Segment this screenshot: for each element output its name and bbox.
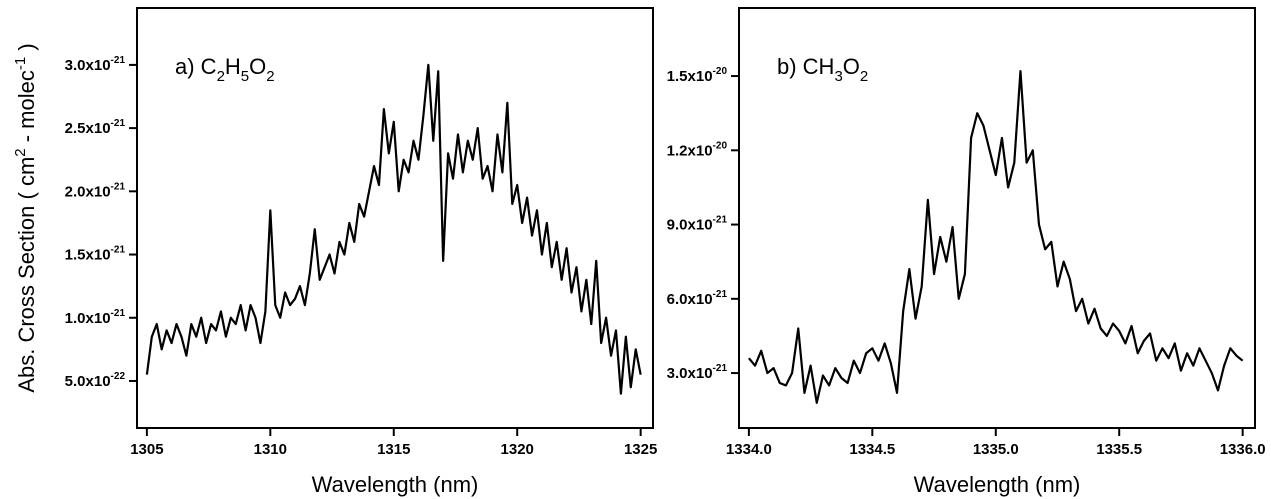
y-tick-label: 2.5x10-21 [65,118,126,137]
y-tick-mantissa: 1.5x10 [667,68,713,85]
x-tick-label: 1334.0 [726,441,772,458]
y-tick-mantissa: 1.2x10 [667,142,713,159]
y-tick-exponent: -20 [713,66,728,77]
y-tick-mantissa: 3.0x10 [667,365,713,382]
panel-label: a) C2H5O2 [175,54,275,85]
y-tick-mantissa: 2.5x10 [65,120,111,137]
y-tick-label: 6.0x10-21 [667,289,728,308]
y-tick-mantissa: 2.0x10 [65,183,111,200]
y-axis-label-part: 2 [12,148,29,156]
y-tick-label: 5.0x10-22 [65,371,126,390]
data-line [145,63,642,395]
panel-label: b) CH3O2 [777,54,868,85]
y-axis-label-part: Abs. Cross Section ( cm [14,157,39,393]
y-tick-label: 1.2x10-20 [667,140,728,159]
y-tick-exponent: -20 [713,140,728,151]
x-tick-label: 1334.5 [849,441,895,458]
x-tick-label: 1310 [254,441,287,458]
y-tick-mantissa: 1.5x10 [65,247,111,264]
y-tick-exponent: -21 [111,245,126,256]
y-tick-mantissa: 1.0x10 [65,310,111,327]
y-tick-mantissa: 6.0x10 [667,291,713,308]
y-tick-label: 1.5x10-20 [667,66,728,85]
x-axis-label: Wavelength (nm) [312,472,479,497]
y-tick-exponent: -21 [111,55,126,66]
y-tick-label: 2.0x10-21 [65,181,126,200]
y-tick-exponent: -22 [111,371,126,382]
y-tick-exponent: -21 [111,308,126,319]
y-tick-mantissa: 9.0x10 [667,217,713,234]
panel-label-part: 2 [860,68,868,85]
y-tick-label: 3.0x10-21 [667,363,728,382]
y-tick-exponent: -21 [111,181,126,192]
panel-label-part: 2 [266,68,274,85]
y-tick-label: 1.0x10-21 [65,308,126,327]
panel-label-part: a) C [175,54,217,79]
y-axis-label-part: -1 [12,57,29,70]
y-tick-mantissa: 3.0x10 [65,57,111,74]
panel-label-part: 5 [241,68,249,85]
panel-label-part: O [843,54,860,79]
x-tick-label: 1336.0 [1220,441,1266,458]
y-tick-exponent: -21 [713,289,728,300]
y-tick-label: 3.0x10-21 [65,55,126,74]
y-tick-exponent: -21 [111,118,126,129]
x-tick-label: 1325 [624,441,657,458]
x-tick-label: 1335.0 [973,441,1019,458]
panel-label-part: O [249,54,266,79]
y-tick-label: 9.0x10-21 [667,215,728,234]
panel-label-part: 3 [834,68,842,85]
data-line [748,70,1244,404]
y-axis-label-part: - molec [14,70,39,148]
panel-label-part: b) CH [777,54,834,79]
y-tick-label: 1.5x10-21 [65,245,126,264]
x-tick-label: 1320 [501,441,534,458]
y-tick-mantissa: 5.0x10 [65,373,111,390]
x-tick-label: 1305 [130,441,163,458]
y-tick-exponent: -21 [713,363,728,374]
y-axis-label: Abs. Cross Section ( cm2 - molec-1 ) [12,43,39,392]
y-tick-exponent: -21 [713,215,728,226]
x-axis-label: Wavelength (nm) [914,472,1081,497]
x-tick-label: 1315 [377,441,410,458]
panel-label-part: 2 [217,68,225,85]
y-axis-label-part: ) [14,43,39,56]
plot-frame [136,7,654,429]
plot-frame [738,7,1256,429]
x-tick-label: 1335.5 [1096,441,1142,458]
panel-label-part: H [225,54,241,79]
